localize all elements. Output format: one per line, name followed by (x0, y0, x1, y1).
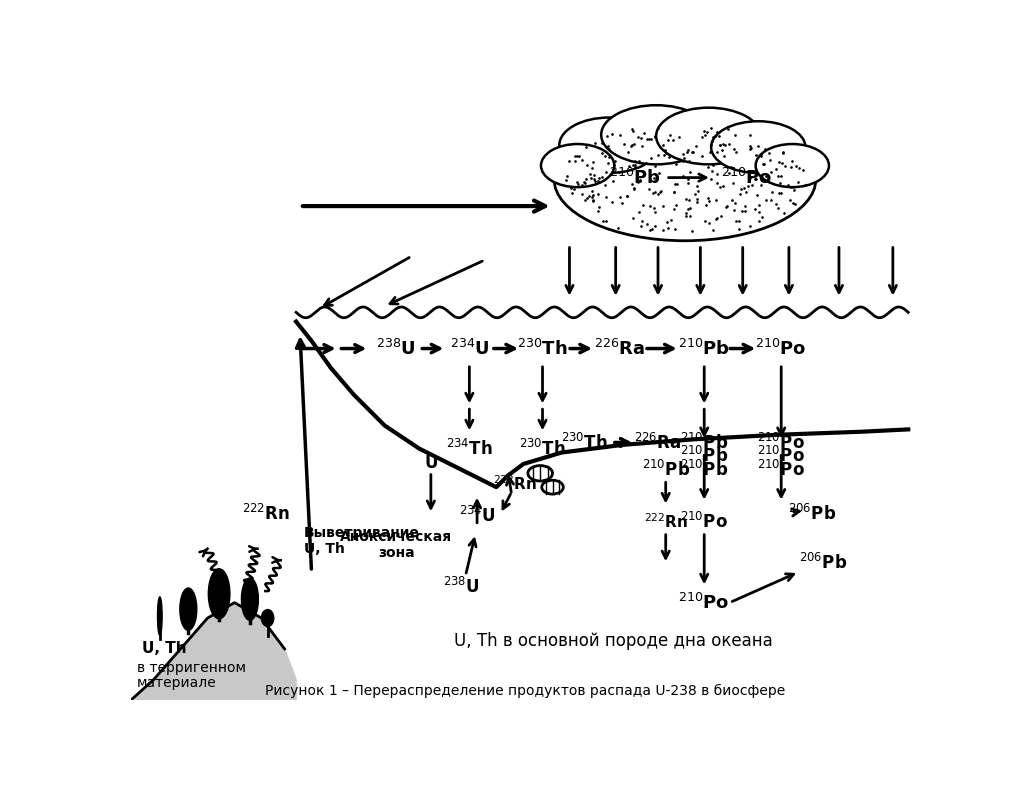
Ellipse shape (158, 597, 162, 635)
Ellipse shape (542, 480, 563, 494)
Ellipse shape (601, 105, 711, 164)
Ellipse shape (541, 144, 614, 187)
Text: $^{206}$Pb: $^{206}$Pb (800, 552, 848, 573)
Text: $^{210}$Pb: $^{210}$Pb (642, 460, 690, 480)
Text: $^{210}$Pb: $^{210}$Pb (678, 338, 730, 359)
Text: $^{222}$Rn: $^{222}$Rn (494, 474, 538, 493)
Text: $^{210}$Po: $^{210}$Po (680, 512, 728, 532)
Ellipse shape (261, 610, 273, 626)
Ellipse shape (559, 117, 658, 173)
Ellipse shape (208, 569, 230, 619)
Text: U, Th: U, Th (304, 541, 345, 556)
Ellipse shape (180, 588, 197, 630)
Text: $^{230}$Th: $^{230}$Th (561, 432, 608, 453)
Text: $^{226}$Ra: $^{226}$Ra (634, 432, 682, 453)
Ellipse shape (756, 144, 829, 187)
Text: $^{206}$Pb: $^{206}$Pb (787, 504, 837, 524)
Ellipse shape (528, 466, 553, 481)
Ellipse shape (656, 108, 761, 164)
Text: $^{230}$Th: $^{230}$Th (519, 438, 566, 459)
Text: $^{210}$Po: $^{210}$Po (758, 460, 805, 480)
Text: $^{210}$Pb: $^{210}$Pb (680, 432, 728, 453)
Text: материале: материале (137, 677, 216, 690)
Text: зона: зона (378, 545, 415, 560)
Text: $^{210}$Pb: $^{210}$Pb (680, 446, 728, 467)
Ellipse shape (711, 121, 806, 173)
Text: Аноксическая: Аноксическая (340, 530, 453, 544)
Text: $^{210}$Pb: $^{210}$Pb (680, 460, 728, 480)
Text: $^{238}$U: $^{238}$U (377, 338, 416, 359)
Text: $\mathbf{U}$: $\mathbf{U}$ (424, 453, 438, 471)
Text: $^{210}$Po: $^{210}$Po (758, 446, 805, 467)
Text: Рисунок 1 – Перераспределение продуктов распада U-238 в биосфере: Рисунок 1 – Перераспределение продуктов … (264, 684, 785, 698)
Text: $^{210}$Po: $^{210}$Po (679, 593, 730, 613)
Text: $^{234}$U: $^{234}$U (459, 506, 496, 527)
Text: $^{222}$Rn: $^{222}$Rn (643, 512, 688, 531)
Text: U, Th в основной породе дна океана: U, Th в основной породе дна океана (454, 632, 773, 650)
Text: $^{226}$Ra: $^{226}$Ra (594, 338, 645, 359)
Text: $^{222}$Rn: $^{222}$Rn (243, 504, 291, 524)
Text: $^{210}$Pb: $^{210}$Pb (609, 168, 660, 187)
Text: $^{210}$Po: $^{210}$Po (756, 338, 807, 359)
Text: $^{210}$Po: $^{210}$Po (758, 432, 805, 453)
Text: $^{234}$Th: $^{234}$Th (446, 438, 493, 459)
Text: в терригенном: в терригенном (137, 661, 246, 675)
Ellipse shape (554, 117, 816, 241)
Ellipse shape (242, 578, 258, 620)
Text: $^{230}$Th: $^{230}$Th (517, 338, 567, 359)
Text: U, Th: U, Th (142, 641, 186, 656)
Text: Выветривание: Выветривание (304, 527, 420, 541)
Polygon shape (131, 603, 296, 700)
Text: $^{210}$Po: $^{210}$Po (721, 168, 772, 187)
Text: $^{234}$U: $^{234}$U (450, 338, 489, 359)
Text: $^{238}$U: $^{238}$U (443, 577, 480, 597)
